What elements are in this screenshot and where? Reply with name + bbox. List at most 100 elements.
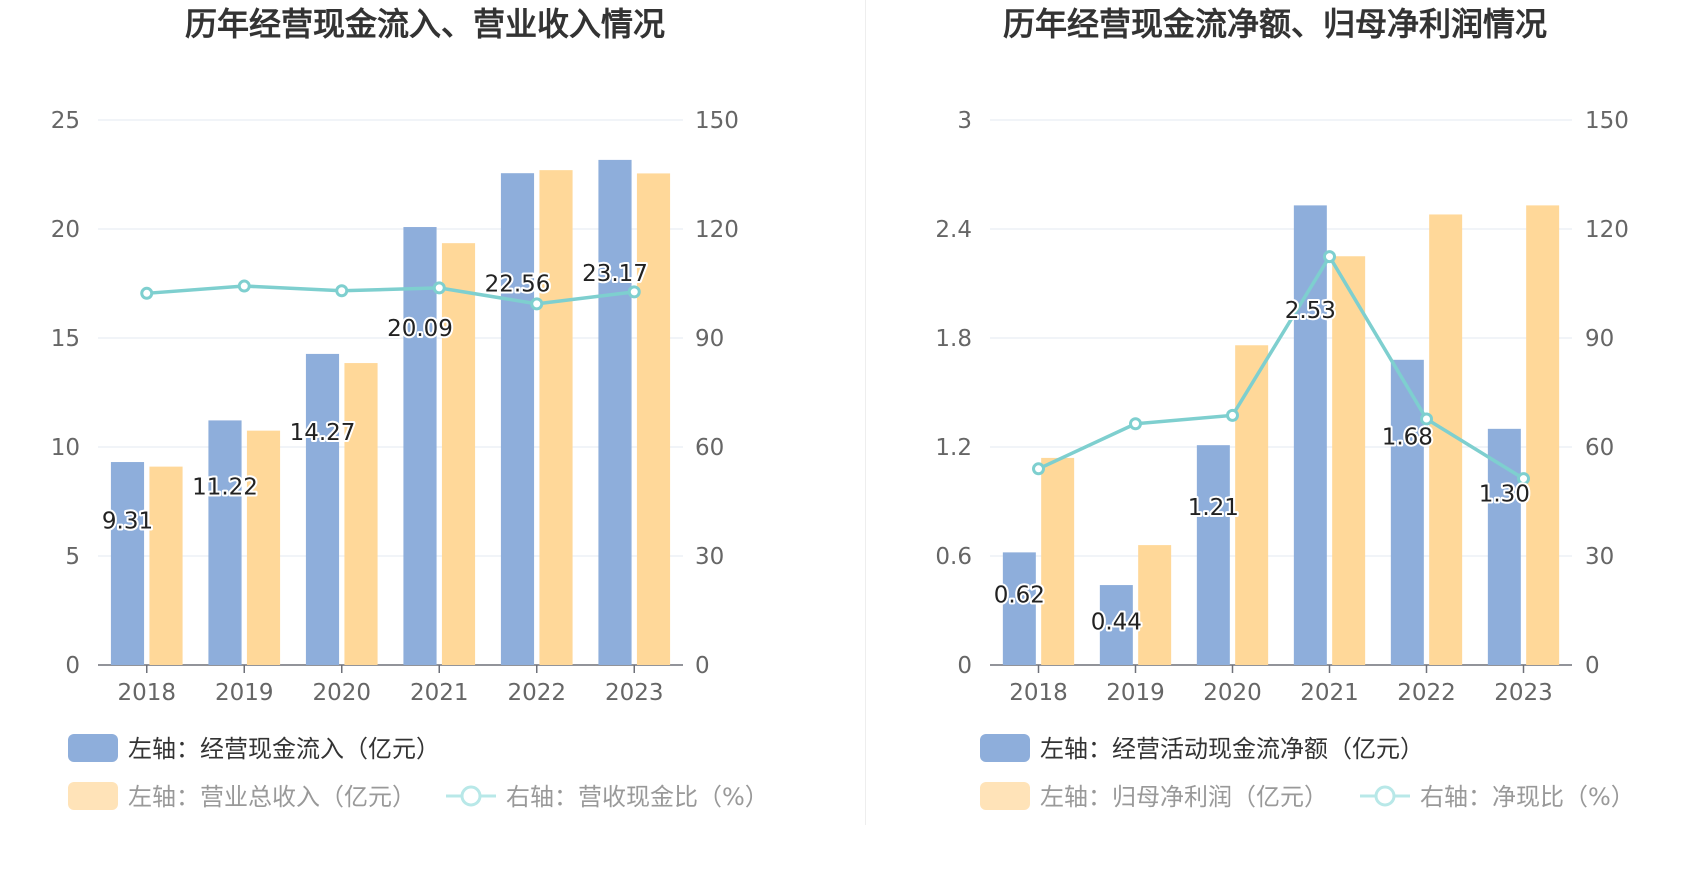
data-label: 11.22 — [192, 474, 258, 500]
data-label: 1.30 — [1479, 481, 1530, 507]
chart-title: 历年经营现金流净额、归母净利润情况 — [1003, 5, 1547, 43]
bar-series2 — [1526, 205, 1560, 665]
bar-series1 — [110, 462, 145, 665]
line-point — [530, 297, 544, 311]
bar-series2 — [441, 243, 476, 666]
y-left-tick-label: 5 — [65, 544, 80, 570]
right-chart-panel: 历年经营现金流净额、归母净利润情况 0 0.6 1.2 1.8 2.4 3 0 30 60 90 1… — [850, 0, 1700, 874]
legend-label: 左轴：营业总收入（亿元） — [128, 783, 416, 811]
right-chart: 历年经营现金流净额、归母净利润情况 00.61.21.82.4303060901… — [935, 5, 1635, 811]
bar-series2 — [149, 466, 183, 665]
line-point — [1517, 472, 1530, 486]
bar-series2 — [344, 363, 378, 665]
data-label: 0.62 — [994, 583, 1045, 609]
y-left-tick-label: 3 — [957, 108, 972, 134]
y-right-tick-label: 30 — [695, 544, 724, 570]
y-left-tick-label: 1.2 — [935, 435, 972, 461]
x-tick-label: 2020 — [312, 680, 371, 706]
data-label: 22.56 — [485, 272, 551, 298]
legend-label: 右轴：营收现金比（%） — [506, 783, 769, 811]
bar-series1 — [1293, 205, 1327, 665]
bar-series1 — [403, 227, 437, 665]
line-point — [1129, 417, 1142, 431]
line-point — [432, 281, 446, 295]
y-left-tick-label: 20 — [51, 217, 80, 243]
bar-series2 — [246, 430, 281, 665]
data-label: 1.21 — [1188, 495, 1239, 521]
legend-swatch — [68, 734, 118, 762]
bar-series2 — [1235, 345, 1269, 665]
legend-label: 左轴：经营活动现金流净额（亿元） — [1040, 735, 1424, 763]
line-point — [1420, 412, 1433, 426]
legend-marker-icon — [1374, 785, 1396, 807]
y-left-tick-label: 0 — [957, 653, 972, 679]
x-tick-label: 2018 — [1009, 680, 1068, 706]
bar-series1 — [1099, 585, 1133, 665]
x-tick-label: 2019 — [1106, 680, 1165, 706]
bar-series1 — [208, 420, 242, 665]
y-right-tick-label: 60 — [695, 435, 724, 461]
y-right-tick-label: 90 — [695, 326, 724, 352]
bar-series1 — [598, 159, 632, 666]
x-tick-label: 2019 — [215, 680, 274, 706]
data-label: 23.17 — [582, 261, 648, 287]
data-label: 14.27 — [290, 420, 356, 446]
x-tick-label: 2023 — [1494, 680, 1553, 706]
panel-divider — [865, 0, 866, 825]
left-chart: 历年经营现金流入、营业收入情况 0 5 10 15 20 25 0 30 60 90 120 150 2… — [51, 5, 769, 811]
bar-series2 — [1138, 545, 1172, 665]
data-label: 20.09 — [387, 316, 453, 342]
line-point — [1323, 250, 1336, 264]
line-series — [146, 284, 635, 306]
bar-series1 — [1002, 552, 1036, 665]
y-right-tick-label: 60 — [1585, 435, 1614, 461]
y-left-tick-label: 0.6 — [935, 544, 972, 570]
x-tick-label: 2022 — [1397, 680, 1456, 706]
bar-series1 — [1487, 428, 1521, 665]
legend-swatch — [980, 734, 1030, 762]
x-tick-label: 2018 — [117, 680, 176, 706]
x-tick-label: 2021 — [410, 680, 469, 706]
y-left-tick-label: 1.8 — [935, 326, 972, 352]
bar-series1 — [500, 173, 535, 665]
bar-series1 — [1390, 359, 1424, 665]
x-tick-label: 2021 — [1300, 680, 1359, 706]
legend-label: 右轴：净现比（%） — [1420, 783, 1635, 811]
legend-label: 左轴：归母净利润（亿元） — [1040, 783, 1328, 811]
chart-title: 历年经营现金流入、营业收入情况 — [185, 5, 665, 43]
line-point — [1226, 408, 1239, 422]
y-right-tick-label: 0 — [1585, 653, 1600, 679]
y-left-tick-label: 0 — [65, 653, 80, 679]
x-tick-label: 2023 — [605, 680, 664, 706]
bar-series2 — [1332, 256, 1366, 665]
data-label: 9.31 — [102, 509, 153, 535]
left-chart-panel: 历年经营现金流入、营业收入情况 0 5 10 15 20 25 0 30 60 90 120 150 2… — [51, 5, 769, 811]
data-label: 0.44 — [1091, 609, 1142, 635]
bar-series2 — [1041, 457, 1075, 665]
y-left-tick-label: 10 — [51, 435, 80, 461]
y-right-tick-label: 120 — [1585, 217, 1629, 243]
y-right-tick-label: 0 — [695, 653, 710, 679]
line-point — [140, 286, 154, 300]
line-point — [627, 285, 641, 299]
bar-series1 — [305, 353, 340, 665]
bar-series2 — [636, 173, 671, 665]
y-left-tick-label: 25 — [51, 108, 80, 134]
legend-marker-icon — [460, 785, 482, 807]
y-right-tick-label: 150 — [695, 108, 739, 134]
data-label: 2.53 — [1285, 298, 1336, 324]
x-tick-label: 2020 — [1203, 680, 1262, 706]
bar-series2 — [1429, 214, 1463, 665]
legend-label: 左轴：经营现金流入（亿元） — [128, 735, 440, 763]
line-point — [335, 284, 349, 298]
y-right-tick-label: 90 — [1585, 326, 1614, 352]
y-right-tick-label: 120 — [695, 217, 739, 243]
legend-swatch — [980, 782, 1030, 810]
bar-series2 — [539, 170, 573, 665]
line-point — [1032, 462, 1045, 476]
y-right-tick-label: 150 — [1585, 108, 1629, 134]
data-label: 1.68 — [1382, 425, 1433, 451]
legend-swatch — [68, 782, 118, 810]
bar-series1 — [1196, 445, 1230, 665]
x-tick-label: 2022 — [507, 680, 566, 706]
